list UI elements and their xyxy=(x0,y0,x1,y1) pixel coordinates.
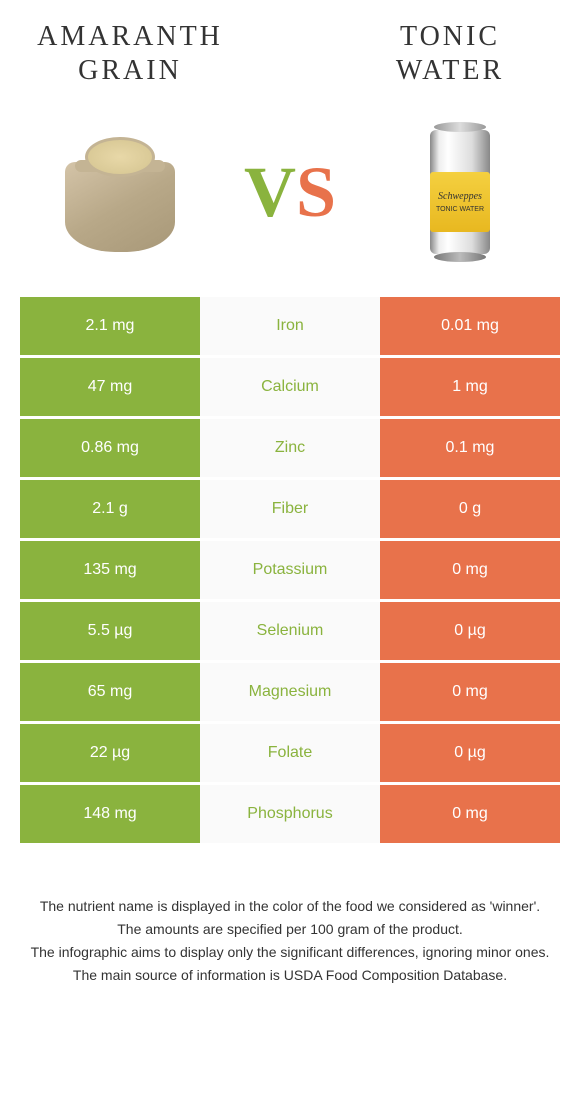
left-value: 135 mg xyxy=(20,541,200,599)
vs-label: VS xyxy=(244,151,336,234)
nutrient-name: Iron xyxy=(200,297,380,355)
right-value: 0.01 mg xyxy=(380,297,560,355)
right-value: 0 µg xyxy=(380,602,560,660)
footer-line-3: The infographic aims to display only the… xyxy=(20,942,560,963)
tonic-can-icon: Schweppes TONIC WATER xyxy=(430,122,490,262)
right-value: 0 mg xyxy=(380,541,560,599)
nutrient-name: Phosphorus xyxy=(200,785,380,843)
nutrient-row: 22 µgFolate0 µg xyxy=(20,724,560,782)
right-value: 1 mg xyxy=(380,358,560,416)
nutrient-row: 2.1 gFiber0 g xyxy=(20,480,560,538)
left-food-title: Amaranth grain xyxy=(30,20,230,87)
nutrient-name: Folate xyxy=(200,724,380,782)
left-value: 0.86 mg xyxy=(20,419,200,477)
left-value: 47 mg xyxy=(20,358,200,416)
left-value: 2.1 g xyxy=(20,480,200,538)
nutrient-row: 65 mgMagnesium0 mg xyxy=(20,663,560,721)
right-value: 0 µg xyxy=(380,724,560,782)
left-value: 148 mg xyxy=(20,785,200,843)
left-food-image xyxy=(40,117,200,267)
right-food-image: Schweppes TONIC WATER xyxy=(380,117,540,267)
images-row: VS Schweppes TONIC WATER xyxy=(0,97,580,297)
right-value: 0 g xyxy=(380,480,560,538)
footer-line-2: The amounts are specified per 100 gram o… xyxy=(20,919,560,940)
header: Amaranth grain Tonic water xyxy=(0,0,580,97)
left-value: 65 mg xyxy=(20,663,200,721)
right-value: 0.1 mg xyxy=(380,419,560,477)
footer-line-4: The main source of information is USDA F… xyxy=(20,965,560,986)
right-value: 0 mg xyxy=(380,663,560,721)
grain-sack-icon xyxy=(55,132,185,252)
nutrient-row: 148 mgPhosphorus0 mg xyxy=(20,785,560,843)
can-text: TONIC WATER xyxy=(436,206,484,213)
right-food-title: Tonic water xyxy=(350,20,550,87)
can-brand: Schweppes xyxy=(438,191,482,202)
nutrient-name: Fiber xyxy=(200,480,380,538)
left-value: 2.1 mg xyxy=(20,297,200,355)
footer-line-1: The nutrient name is displayed in the co… xyxy=(20,896,560,917)
right-value: 0 mg xyxy=(380,785,560,843)
left-value: 5.5 µg xyxy=(20,602,200,660)
nutrient-table: 2.1 mgIron0.01 mg47 mgCalcium1 mg0.86 mg… xyxy=(0,297,580,843)
nutrient-row: 47 mgCalcium1 mg xyxy=(20,358,560,416)
left-value: 22 µg xyxy=(20,724,200,782)
nutrient-name: Zinc xyxy=(200,419,380,477)
nutrient-row: 2.1 mgIron0.01 mg xyxy=(20,297,560,355)
nutrient-name: Calcium xyxy=(200,358,380,416)
nutrient-name: Selenium xyxy=(200,602,380,660)
nutrient-row: 0.86 mgZinc0.1 mg xyxy=(20,419,560,477)
nutrient-name: Magnesium xyxy=(200,663,380,721)
nutrient-name: Potassium xyxy=(200,541,380,599)
nutrient-row: 5.5 µgSelenium0 µg xyxy=(20,602,560,660)
nutrient-row: 135 mgPotassium0 mg xyxy=(20,541,560,599)
footer: The nutrient name is displayed in the co… xyxy=(0,846,580,1008)
